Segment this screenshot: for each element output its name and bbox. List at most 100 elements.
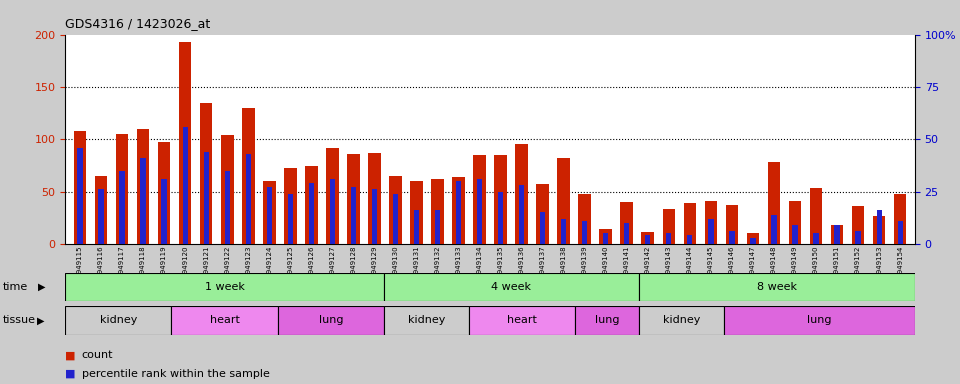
Bar (157, 142, 171, 244)
Text: 4 week: 4 week (492, 282, 531, 292)
Bar (705, 201, 717, 244)
Bar (456, 181, 461, 244)
Text: heart: heart (209, 315, 239, 326)
Bar (305, 166, 318, 244)
Bar (95, 176, 108, 244)
Text: time: time (3, 282, 28, 292)
Text: 1 week: 1 week (204, 282, 245, 292)
Bar (288, 194, 293, 244)
Bar (431, 179, 444, 244)
Bar (277, 306, 384, 335)
Bar (116, 134, 129, 244)
Bar (666, 233, 671, 244)
Bar (414, 210, 420, 244)
Bar (410, 181, 422, 244)
Bar (494, 155, 507, 244)
Bar (730, 231, 734, 244)
Bar (140, 158, 146, 244)
Text: ■: ■ (65, 350, 76, 360)
Bar (624, 223, 630, 244)
Text: kidney: kidney (662, 315, 700, 326)
Bar (393, 194, 398, 244)
Bar (768, 162, 780, 244)
Bar (99, 189, 104, 244)
Bar (263, 181, 276, 244)
Bar (561, 219, 566, 244)
Bar (771, 215, 777, 244)
Bar (519, 185, 524, 244)
Bar (309, 183, 314, 244)
Text: lung: lung (807, 315, 831, 326)
Bar (638, 306, 724, 335)
Bar (477, 179, 482, 244)
Bar (225, 170, 229, 244)
Text: kidney: kidney (100, 315, 137, 326)
Bar (724, 306, 915, 335)
Bar (326, 147, 339, 244)
Text: ▶: ▶ (38, 282, 46, 292)
Bar (645, 235, 651, 244)
Text: ■: ■ (65, 369, 76, 379)
Bar (558, 158, 570, 244)
Bar (78, 147, 83, 244)
Bar (789, 201, 802, 244)
Bar (540, 212, 545, 244)
Bar (599, 229, 612, 244)
Bar (389, 176, 401, 244)
Bar (329, 179, 335, 244)
Bar (242, 108, 254, 244)
Bar (161, 179, 167, 244)
Bar (119, 170, 125, 244)
Bar (751, 238, 756, 244)
Bar (172, 306, 277, 335)
Bar (898, 221, 902, 244)
Bar (473, 155, 486, 244)
Bar (662, 209, 675, 244)
Text: tissue: tissue (3, 315, 36, 326)
Bar (603, 233, 609, 244)
Bar (830, 225, 844, 244)
Text: kidney: kidney (408, 315, 445, 326)
Bar (894, 194, 906, 244)
Bar (792, 225, 798, 244)
Bar (200, 103, 212, 244)
Bar (809, 189, 823, 244)
Bar (498, 192, 503, 244)
Bar (452, 177, 465, 244)
Bar (834, 225, 840, 244)
Bar (136, 129, 150, 244)
Bar (747, 233, 759, 244)
Bar (65, 273, 384, 301)
Bar (267, 187, 272, 244)
Bar (368, 153, 381, 244)
Text: GDS4316 / 1423026_at: GDS4316 / 1423026_at (65, 17, 210, 30)
Bar (575, 306, 638, 335)
Bar (204, 152, 209, 244)
Bar (179, 42, 191, 244)
Text: percentile rank within the sample: percentile rank within the sample (82, 369, 270, 379)
Bar (873, 215, 885, 244)
Bar (684, 203, 696, 244)
Bar (876, 210, 881, 244)
Bar (620, 202, 633, 244)
Bar (537, 184, 549, 244)
Bar (384, 273, 638, 301)
Bar (579, 194, 591, 244)
Bar (708, 219, 713, 244)
Bar (813, 233, 819, 244)
Bar (182, 127, 188, 244)
Bar (348, 154, 360, 244)
Bar (726, 205, 738, 244)
Bar (350, 187, 356, 244)
Text: count: count (82, 350, 113, 360)
Text: 8 week: 8 week (756, 282, 797, 292)
Bar (468, 306, 575, 335)
Bar (74, 131, 86, 244)
Bar (372, 189, 377, 244)
Bar (221, 135, 233, 244)
Bar (284, 169, 297, 244)
Bar (384, 306, 468, 335)
Text: ▶: ▶ (36, 315, 44, 326)
Bar (516, 144, 528, 244)
Bar (855, 231, 861, 244)
